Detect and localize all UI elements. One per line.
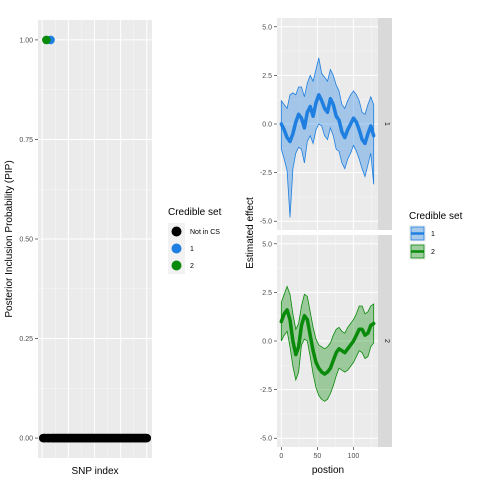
effect-legend-item-2: 2	[409, 243, 435, 260]
effect-y-tick-label: 0.0	[262, 122, 272, 129]
pip-y-tick-label: 1.00	[19, 37, 33, 44]
pip-points	[38, 35, 152, 443]
pip-legend-swatch-not-in-cs	[171, 226, 182, 237]
effect-y-axis-label: Estimated effect	[245, 197, 256, 269]
effect-legend-label-1: 1	[431, 231, 435, 238]
effect-marks	[279, 57, 376, 402]
effect-legend-item-1: 1	[409, 225, 435, 242]
pip-point-not-in-cs	[142, 433, 152, 443]
effect-x-tick-label: 100	[348, 453, 360, 460]
pip-legend-item-2: 2	[168, 257, 194, 274]
effect-x-tick-label: 0	[279, 453, 283, 460]
pip-legend-item-1: 1	[168, 240, 194, 257]
effect-legend-title: Credible set	[409, 211, 463, 222]
effect-legend: Credible set 1 2	[409, 211, 463, 260]
effect-strip-label-2: 2	[383, 339, 390, 343]
effect-y-tick-label: -5.0	[260, 436, 272, 443]
pip-point-cs-2	[42, 35, 51, 45]
pip-legend-label-1: 1	[190, 246, 194, 253]
pip-legend-item-not-in-cs: Not in CS	[168, 223, 220, 240]
pip-y-tick-label: 0.75	[19, 137, 33, 144]
pip-y-ticks: 0.00 0.25 0.50 0.75 1.00	[19, 37, 38, 443]
effect-ticks: -5.0 -2.5 0.0 2.5 5.0 -5.0 -2.5 0.0 2.5 5.0 0 50 100	[260, 24, 359, 460]
effect-strip-2	[378, 235, 392, 447]
effect-legend-label-2: 2	[431, 249, 435, 256]
effect-plot: 1 2 -5.0 -2.5 0.0 2.5 5.0 -5.0 -2.5 0.0 2.5 5.0 0 5…	[245, 18, 392, 476]
pip-plot: 0.00 0.25 0.50 0.75 1.00 SNP index Posterior…	[4, 20, 152, 477]
effect-y-tick-label: 0.0	[262, 339, 272, 346]
effect-y-tick-label: 2.5	[262, 290, 272, 297]
effect-y-tick-label: 2.5	[262, 73, 272, 80]
pip-legend-title: Credible set	[168, 207, 222, 218]
pip-gridlines	[38, 20, 152, 458]
pip-legend-label-not-in-cs: Not in CS	[190, 229, 220, 236]
pip-y-tick-label: 0.25	[19, 336, 33, 343]
effect-line-1	[279, 93, 376, 146]
pip-legend: Credible set Not in CS 1 2	[168, 207, 222, 274]
effect-line-2	[279, 308, 376, 376]
effect-y-tick-label: -2.5	[260, 387, 272, 394]
effect-y-tick-label: 5.0	[262, 241, 272, 248]
effect-y-tick-label: -2.5	[260, 170, 272, 177]
effect-x-tick-label: 50	[314, 453, 322, 460]
pip-legend-swatch-1	[171, 243, 182, 254]
effect-y-tick-label: -5.0	[260, 219, 272, 226]
effect-strip-1	[378, 18, 392, 230]
effect-strip-label-1: 1	[383, 122, 390, 126]
effect-x-axis-label: postion	[312, 465, 344, 476]
pip-y-tick-label: 0.00	[19, 436, 33, 443]
pip-legend-label-2: 2	[190, 263, 194, 270]
effect-ribbon-1	[280, 57, 375, 218]
pip-y-tick-label: 0.50	[19, 237, 33, 244]
pip-y-axis-label: Posterior Inclusion Probability (PIP)	[4, 160, 15, 317]
effect-y-tick-label: 5.0	[262, 24, 272, 31]
pip-legend-swatch-2	[171, 260, 182, 271]
pip-x-axis-label: SNP index	[71, 466, 118, 477]
